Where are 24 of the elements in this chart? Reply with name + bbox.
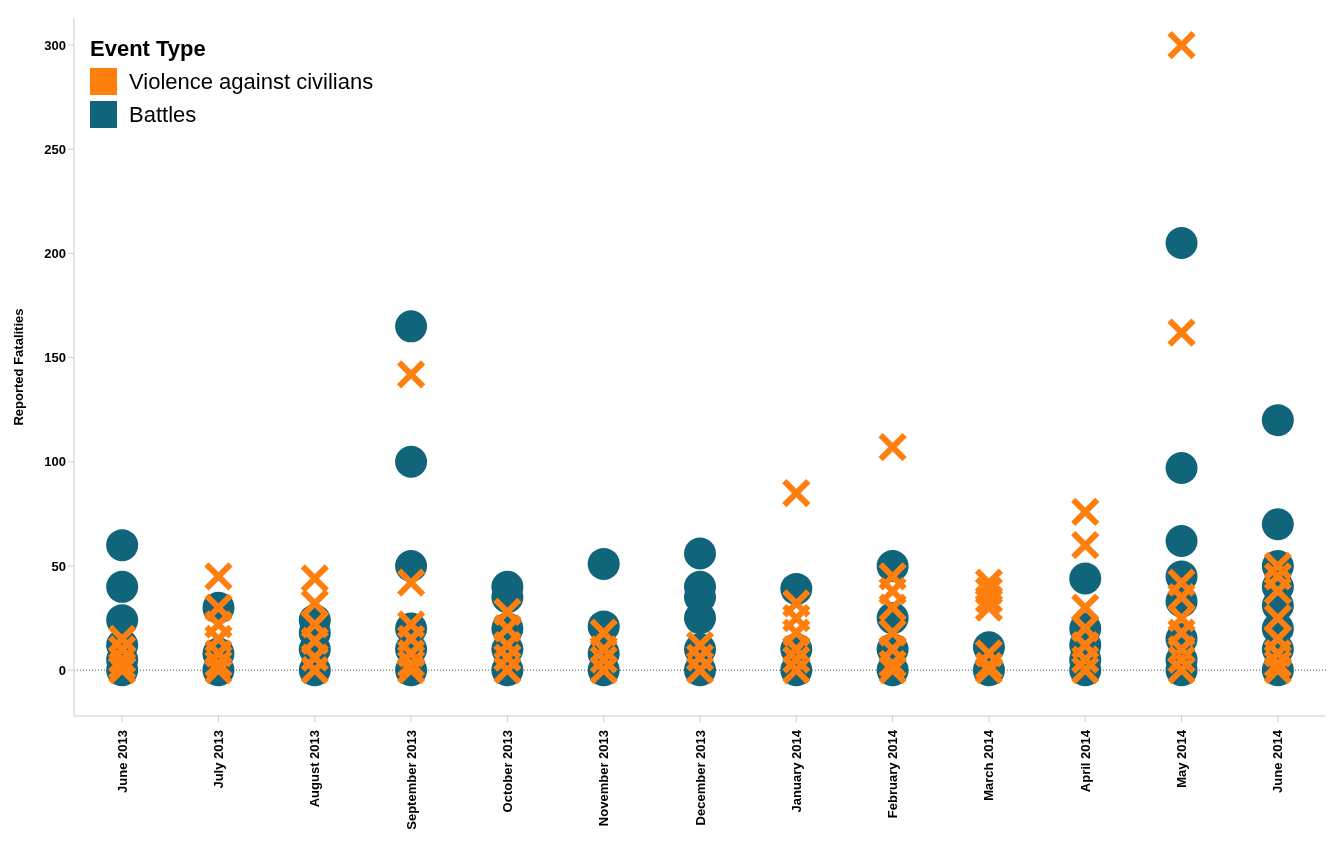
y-axis-title: Reported Fatalities [10, 308, 26, 426]
legend-title: Event Type [90, 36, 207, 62]
x-tick-label: February 2014 [885, 729, 901, 819]
x-tick-label: August 2013 [307, 730, 323, 808]
x-tick-label: December 2013 [692, 730, 708, 826]
y-tick-label: 200 [44, 246, 66, 262]
y-tick-label: 100 [44, 454, 66, 470]
legend-label: Violence against civilians [129, 68, 374, 95]
x-tick-label: November 2013 [596, 730, 612, 827]
y-tick-label: 0 [58, 662, 66, 678]
x-tick-label: October 2013 [499, 730, 515, 813]
legend-label: Battles [129, 101, 197, 128]
x-tick-label: June 2014 [1270, 729, 1286, 793]
y-tick-label: 150 [44, 350, 66, 366]
y-tick-label: 300 [44, 37, 66, 53]
x-tick-label: April 2014 [1077, 729, 1093, 793]
x-tick-label: June 2013 [114, 730, 130, 793]
y-tick-label: 50 [51, 558, 66, 574]
x-tick-label: May 2014 [1174, 729, 1190, 788]
x-tick-label: March 2014 [981, 729, 997, 801]
x-tick-label: September 2013 [403, 730, 419, 830]
y-tick-label: 250 [44, 141, 66, 157]
x-tick-label: July 2013 [210, 730, 226, 789]
x-tick-label: January 2014 [788, 729, 804, 813]
